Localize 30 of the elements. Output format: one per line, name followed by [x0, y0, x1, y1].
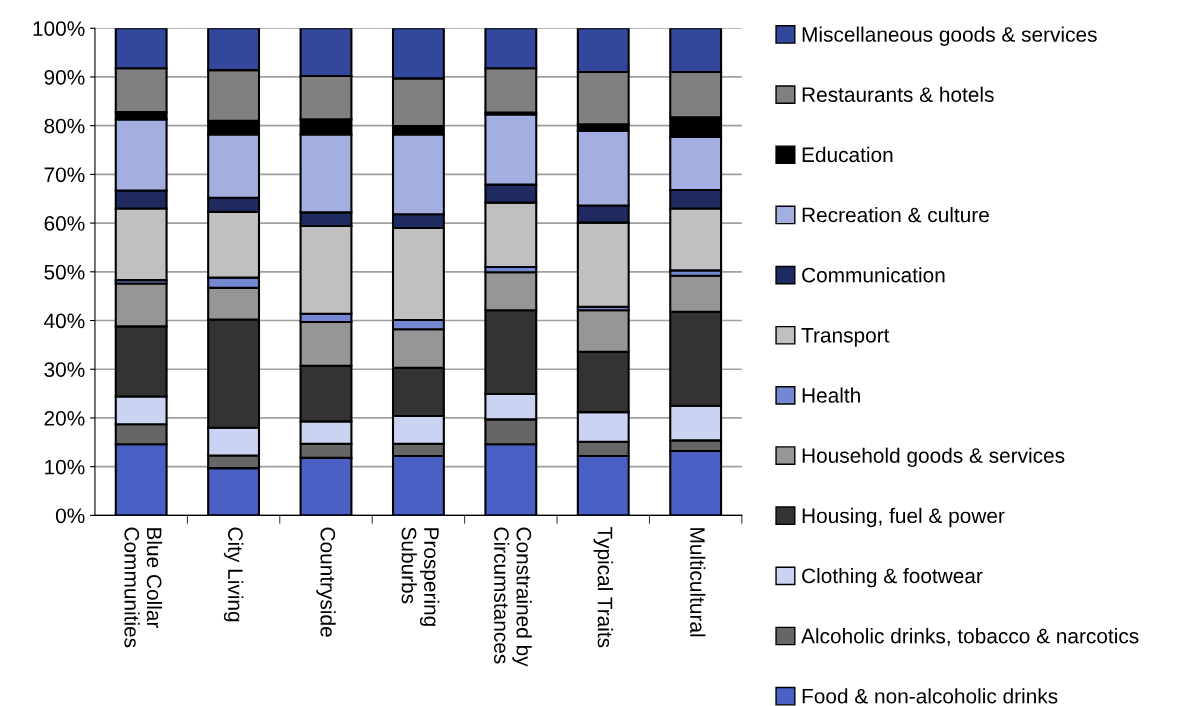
x-tick-label: Constrained by Circumstances: [494, 527, 532, 667]
y-tick-label: 100%: [33, 21, 85, 36]
y-tick-label: 30%: [44, 362, 85, 377]
legend-label: Clothing & footwear: [802, 567, 983, 588]
legend-label: Transport: [801, 328, 890, 347]
legend-label: Restaurants & hotels: [802, 86, 994, 102]
legend-label: Health: [802, 387, 860, 403]
legend-label: Miscellaneous goods & services: [802, 26, 1097, 46]
legend-label: Communication: [802, 267, 945, 283]
legend-label: Housing, fuel & power: [802, 507, 1005, 528]
y-tick-label: 70%: [44, 167, 85, 183]
legend-label: Household goods & services: [802, 447, 1065, 468]
y-tick-label: 90%: [44, 69, 85, 85]
legend-label: Education: [802, 146, 893, 163]
legend-label: Alcoholic drinks, tobacco & narcotics: [801, 628, 1139, 646]
y-tick-label: 60%: [44, 216, 85, 231]
x-tick-label: City Living: [223, 527, 244, 622]
x-tick-label: Typical Traits: [593, 526, 613, 648]
y-tick-label: 50%: [44, 264, 85, 280]
x-tick-label: Multicultural: [690, 528, 706, 637]
y-tick-label: 80%: [44, 118, 85, 134]
y-tick-label: 0%: [55, 508, 85, 524]
legend-label: Food & non-alcoholic drinks: [802, 688, 1058, 704]
x-tick-label: Prospering Suburbs: [401, 527, 440, 626]
y-tick-label: 40%: [44, 313, 85, 329]
x-tick-label: Blue Collar Communities: [124, 527, 163, 648]
legend-label: Recreation & culture: [802, 207, 989, 223]
y-tick-label: 20%: [44, 410, 85, 426]
y-tick-label: 10%: [45, 459, 85, 475]
x-tick-label: Countryside: [316, 527, 336, 637]
